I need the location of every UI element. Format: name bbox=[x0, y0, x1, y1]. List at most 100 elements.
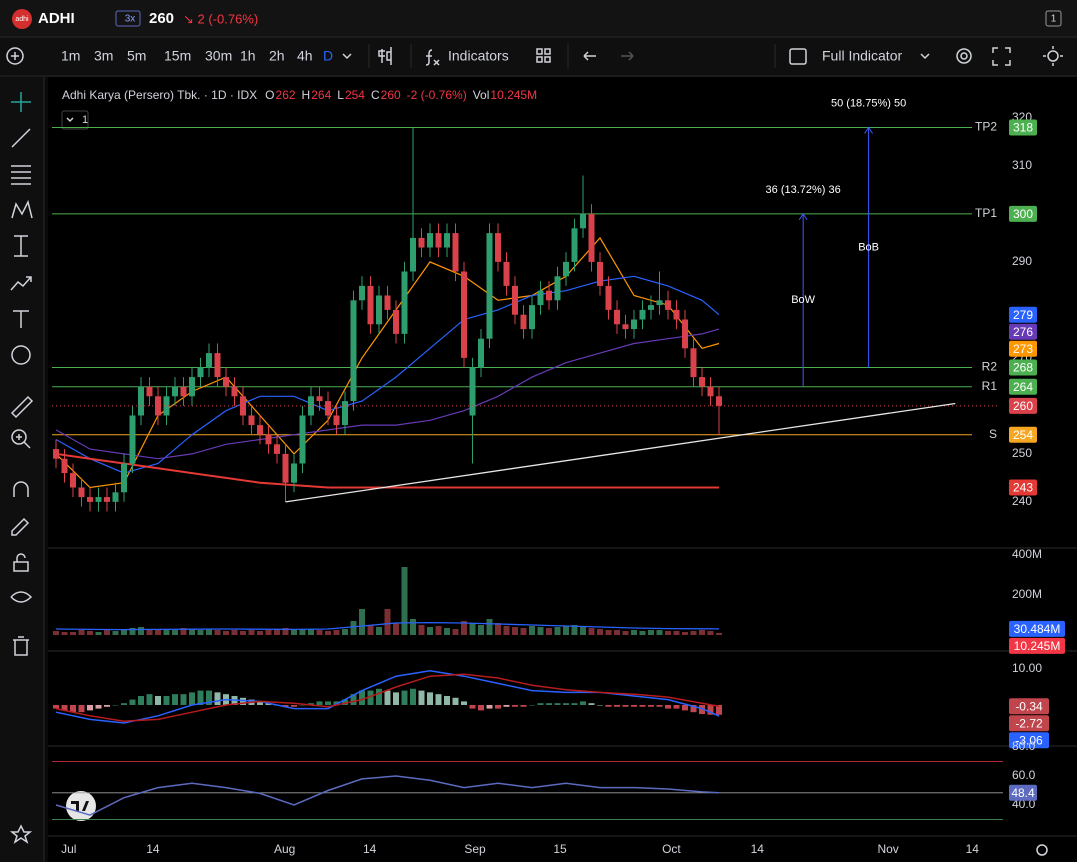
volume-bar bbox=[189, 629, 195, 635]
interval-button[interactable]: 1m bbox=[61, 48, 80, 64]
stay-drawing-tool[interactable] bbox=[11, 517, 30, 536]
candle-body bbox=[333, 415, 340, 426]
interval-dropdown[interactable] bbox=[342, 53, 352, 60]
macd-histogram bbox=[495, 704, 501, 709]
interval-button[interactable]: 30m bbox=[205, 48, 232, 64]
pattern-tool[interactable] bbox=[11, 199, 33, 219]
window-count[interactable]: 1 bbox=[1051, 14, 1057, 25]
add-icon[interactable] bbox=[6, 47, 24, 65]
macd-histogram bbox=[367, 690, 374, 705]
indicator-toggle[interactable] bbox=[61, 110, 89, 130]
magnet-tool[interactable] bbox=[13, 481, 29, 497]
interval-button[interactable]: 4h bbox=[297, 48, 313, 64]
interval-button[interactable]: 1h bbox=[240, 48, 256, 64]
indicator-count[interactable]: 1 bbox=[82, 114, 88, 126]
interval-button[interactable]: 15m bbox=[164, 48, 191, 64]
candle-body bbox=[70, 473, 76, 488]
symbol[interactable]: ADHI bbox=[38, 10, 75, 27]
template-button[interactable]: Full Indicator bbox=[822, 48, 902, 64]
volume-bar bbox=[78, 630, 85, 635]
remove-tool[interactable] bbox=[13, 636, 29, 656]
volume-bar bbox=[401, 567, 408, 635]
volume-bar bbox=[461, 621, 467, 635]
candle-body bbox=[87, 497, 93, 502]
macd-histogram bbox=[546, 703, 552, 705]
lock-tool[interactable] bbox=[13, 561, 29, 572]
volume-bar bbox=[333, 630, 340, 635]
y-tick-label: 10.00 bbox=[1012, 661, 1042, 675]
macd-histogram bbox=[163, 695, 170, 705]
undo-icon[interactable] bbox=[583, 51, 596, 61]
volume-bar bbox=[427, 627, 433, 635]
y-tick-label: 310 bbox=[1012, 158, 1032, 172]
candle-body bbox=[410, 237, 416, 272]
settings-icon[interactable] bbox=[956, 48, 972, 64]
chart-style-icon[interactable] bbox=[378, 47, 392, 65]
volume-bar bbox=[605, 630, 612, 635]
template-check[interactable] bbox=[789, 48, 807, 65]
macd-histogram bbox=[189, 692, 195, 705]
tv-logo[interactable] bbox=[66, 791, 96, 821]
favorites-tool[interactable] bbox=[9, 824, 33, 844]
volume-bar bbox=[656, 630, 663, 635]
forecast-tool[interactable] bbox=[10, 276, 32, 291]
candle-body bbox=[129, 415, 136, 464]
icon-tool[interactable] bbox=[11, 345, 31, 365]
crosshair-tool[interactable] bbox=[11, 92, 31, 112]
chart-area[interactable] bbox=[48, 77, 1077, 862]
text-tool[interactable] bbox=[13, 310, 29, 328]
candle-body bbox=[461, 271, 467, 358]
hide-tool[interactable] bbox=[10, 591, 33, 603]
volume-bar bbox=[452, 629, 459, 635]
multiplier-box[interactable] bbox=[115, 10, 141, 27]
volume-bar bbox=[376, 627, 382, 635]
fullscreen-icon[interactable] bbox=[992, 47, 1011, 66]
fx-icon[interactable] bbox=[425, 49, 440, 66]
window-box[interactable] bbox=[1045, 10, 1062, 27]
candle-body bbox=[308, 396, 314, 416]
rsi-line bbox=[55, 775, 720, 816]
projection-tool[interactable] bbox=[14, 235, 28, 257]
trend-tool[interactable] bbox=[11, 128, 31, 148]
candle-body bbox=[571, 228, 578, 262]
candle-body bbox=[180, 386, 187, 397]
interval-button[interactable]: 3m bbox=[94, 48, 113, 64]
candle-body bbox=[104, 497, 110, 502]
macd-histogram bbox=[240, 697, 246, 705]
x-tick-label: Jul bbox=[61, 842, 76, 856]
theme-icon[interactable] bbox=[1047, 50, 1059, 62]
macd-histogram bbox=[707, 704, 714, 715]
moving-average bbox=[55, 275, 720, 474]
macd-histogram bbox=[563, 703, 569, 705]
candle-body bbox=[631, 319, 637, 330]
volume-bar bbox=[350, 621, 357, 635]
price-badge-label: 48.4 bbox=[1011, 786, 1035, 800]
volume-bar bbox=[673, 631, 680, 635]
macd-histogram bbox=[622, 704, 629, 707]
candle-body bbox=[274, 444, 280, 454]
legend-item: H bbox=[302, 88, 311, 102]
zoom-tool[interactable] bbox=[11, 429, 27, 445]
volume-bar bbox=[146, 629, 153, 635]
last-price: 260 bbox=[149, 10, 174, 27]
macd-line bbox=[55, 673, 720, 722]
candle-body bbox=[121, 463, 127, 493]
indicators-button[interactable]: Indicators bbox=[448, 48, 509, 64]
multiplier[interactable]: 3x bbox=[125, 14, 136, 25]
interval-button[interactable]: 5m bbox=[127, 48, 146, 64]
macd-histogram bbox=[529, 704, 535, 706]
candle-body bbox=[639, 309, 646, 320]
redo-icon bbox=[621, 51, 634, 61]
interval-button[interactable]: D bbox=[323, 48, 333, 64]
axis-settings[interactable] bbox=[1036, 844, 1048, 856]
y-tick-label: 290 bbox=[1012, 254, 1032, 268]
macd-histogram bbox=[61, 704, 68, 711]
price-badge-label: -0.34 bbox=[1015, 699, 1043, 713]
fib-tool[interactable] bbox=[11, 165, 31, 185]
price-badge-label: 260 bbox=[1013, 399, 1033, 413]
volume-bar bbox=[614, 630, 620, 635]
ruler-tool[interactable] bbox=[10, 395, 34, 419]
y-tick-label: 400M bbox=[1012, 547, 1042, 561]
macd-histogram bbox=[444, 695, 450, 705]
interval-button[interactable]: 2h bbox=[269, 48, 285, 64]
